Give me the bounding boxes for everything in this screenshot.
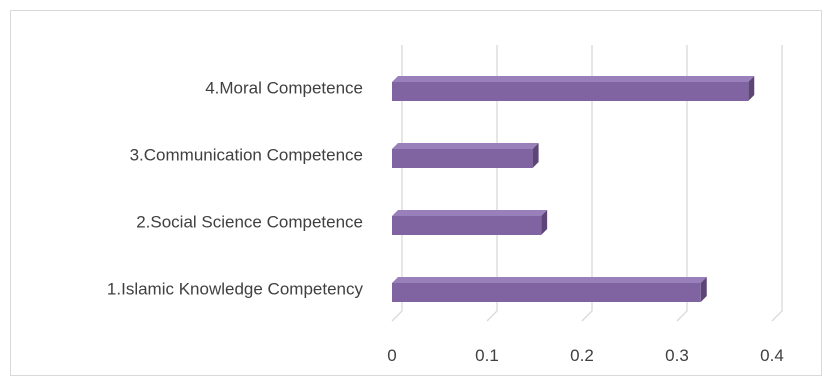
bar-side-face (541, 210, 548, 235)
bar-4 (392, 76, 755, 101)
x-tick-label: 0.4 (760, 346, 784, 365)
x-tick-label: 0.1 (475, 346, 499, 365)
bar-top-face (392, 277, 707, 283)
gridline-3 (676, 45, 688, 322)
gridline-4 (771, 45, 783, 322)
bar-top-face (392, 76, 755, 82)
category-label-2: 2.Social Science Competence (136, 213, 363, 232)
bar-2 (392, 210, 548, 235)
bar-top-face (392, 210, 548, 216)
bar-front-face (392, 149, 533, 168)
gridline-1 (486, 45, 498, 322)
category-label-1: 1.Islamic Knowledge Competency (107, 280, 364, 299)
x-tick-label: 0.2 (570, 346, 594, 365)
x-tick-label: 0 (387, 346, 396, 365)
x-tick-labels: 0 0.1 0.2 0.3 0.4 (387, 346, 784, 365)
category-label-3: 3.Communication Competence (130, 146, 363, 165)
bar-3 (392, 143, 539, 168)
category-label-4: 4.Moral Competence (205, 79, 363, 98)
x-tick-label: 0.3 (665, 346, 689, 365)
bar-side-face (532, 143, 539, 168)
bar-chart: 1.Islamic Knowledge Competency 2.Social S… (107, 45, 784, 365)
gridline-2 (581, 45, 593, 322)
bar-top-face (392, 143, 539, 149)
bar-front-face (392, 216, 542, 235)
bars (392, 76, 755, 302)
bar-front-face (392, 283, 701, 302)
category-labels: 1.Islamic Knowledge Competency 2.Social S… (107, 79, 364, 299)
bar-side-face (748, 76, 755, 101)
gridline-0 (391, 45, 403, 322)
gridlines (391, 45, 783, 322)
bar-1 (392, 277, 707, 302)
bar-front-face (392, 82, 749, 101)
bar-side-face (700, 277, 707, 302)
chart-area: 1.Islamic Knowledge Competency 2.Social S… (10, 10, 822, 376)
